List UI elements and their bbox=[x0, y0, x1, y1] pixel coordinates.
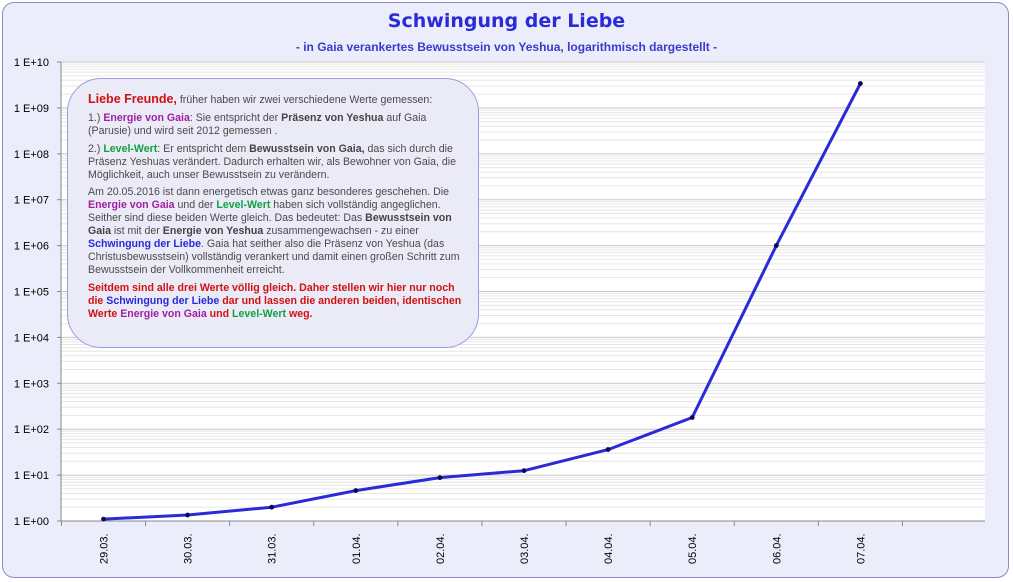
p4-energie: Energie von Gaia bbox=[120, 307, 207, 320]
p2-a: : Er entspricht dem bbox=[157, 142, 250, 155]
y-tick-label: 1 E+00 bbox=[14, 516, 49, 528]
y-tick-label: 1 E+10 bbox=[14, 57, 49, 69]
greeting-line: Liebe Freunde, früher haben wir zwei ver… bbox=[88, 93, 464, 107]
y-tick-label: 1 E+09 bbox=[14, 103, 49, 115]
y-tick-label: 1 E+07 bbox=[14, 195, 49, 207]
series-group bbox=[101, 81, 863, 522]
y-tick-label: 1 E+01 bbox=[14, 470, 49, 482]
p2-term: Level-Wert bbox=[103, 142, 158, 155]
series-line bbox=[103, 82, 862, 521]
y-tick-label: 1 E+04 bbox=[14, 332, 49, 344]
data-point bbox=[773, 243, 779, 249]
x-axis-ticks: 29.03. 30.03. 31.03. 01.04. 02.04. 03.04. 04.0… bbox=[60, 521, 903, 564]
paragraph-2: 2.) Level-Wert: Er entspricht dem Bewuss… bbox=[88, 143, 464, 182]
x-tick-label: 04.04. bbox=[603, 533, 615, 564]
info-textbox: Liebe Freunde, früher haben wir zwei ver… bbox=[67, 78, 479, 348]
p4-d: weg. bbox=[286, 307, 313, 320]
p4-a: Seitdem sind alle drei Werte völlig glei… bbox=[88, 281, 455, 307]
x-tick-label: 07.04. bbox=[855, 533, 867, 564]
y-tick-label: 1 E+08 bbox=[14, 149, 49, 161]
paragraph-3: Am 20.05.2016 ist dann energetisch etwas… bbox=[88, 186, 464, 276]
p3-level: Level-Wert bbox=[216, 199, 271, 212]
y-tick-label: 1 E+02 bbox=[14, 424, 49, 436]
x-tick-label: 30.03. bbox=[183, 533, 195, 564]
p1-bold: Präsenz von Yeshua bbox=[281, 111, 384, 124]
p4-level: Level-Wert bbox=[232, 307, 287, 320]
data-point bbox=[437, 475, 443, 481]
p3-bew: Bewusstsein von Gaia bbox=[88, 212, 452, 238]
y-axis-ticks: 1 E+00 1 E+01 1 E+02 1 E+03 1 E+04 1 E+05 1 E+… bbox=[14, 57, 61, 528]
p3-schw: Schwingung der Liebe bbox=[88, 238, 202, 251]
p2-bold: Bewusstsein von Gaia, bbox=[249, 142, 365, 155]
p3-a: Am 20.05.2016 ist dann energetisch etwas… bbox=[88, 186, 450, 199]
data-point bbox=[353, 488, 359, 493]
greeting-red: Liebe Freunde, bbox=[88, 92, 177, 106]
y-tick-label: 1 E+06 bbox=[14, 241, 49, 253]
p4-b: dar und lassen die anderen beiden, ident… bbox=[88, 294, 462, 320]
p2-b: das sich durch die Präsenz Yeshuas verän… bbox=[88, 142, 457, 181]
data-point bbox=[269, 504, 275, 510]
data-point bbox=[858, 81, 863, 86]
x-tick-label: 01.04. bbox=[351, 533, 363, 564]
data-point bbox=[185, 512, 191, 518]
x-tick-label: 05.04. bbox=[687, 533, 699, 564]
y-tick-label: 1 E+03 bbox=[14, 378, 49, 390]
x-tick-label: 31.03. bbox=[267, 533, 279, 564]
p1-term: Energie von Gaia bbox=[103, 111, 190, 124]
p4-c: und bbox=[206, 307, 233, 320]
p3-d: ist mit der bbox=[110, 225, 163, 238]
p3-f: . Gaia hat seither also die Präsenz von … bbox=[88, 238, 460, 276]
p4-schw: Schwingung der Liebe bbox=[106, 294, 220, 307]
x-tick-label: 03.04. bbox=[519, 533, 531, 564]
p1-num: 1.) bbox=[88, 111, 104, 124]
p2-num: 2.) bbox=[88, 142, 104, 155]
p1-b: auf Gaia (Parusie) und wird seit 2012 ge… bbox=[88, 111, 427, 137]
data-point bbox=[521, 468, 527, 474]
p3-energie: Energie von Gaia bbox=[88, 199, 175, 212]
x-tick-label: 02.04. bbox=[435, 533, 447, 564]
data-point bbox=[101, 516, 106, 522]
y-tick-label: 1 E+05 bbox=[14, 287, 49, 299]
p1-a: : Sie entspricht der bbox=[189, 111, 282, 124]
x-tick-label: 06.04. bbox=[771, 533, 783, 564]
p3-e: zusammengewachsen - zu einer bbox=[263, 225, 419, 238]
x-tick-label: 29.03. bbox=[99, 533, 111, 564]
data-point bbox=[689, 415, 695, 420]
paragraph-4: Seitdem sind alle drei Werte völlig glei… bbox=[88, 282, 464, 321]
chart-subtitle: - in Gaia verankertes Bewusstsein von Ye… bbox=[295, 40, 718, 54]
p3-eny: Energie von Yeshua bbox=[162, 225, 264, 238]
p3-c: haben sich vollständig angeglichen. Seit… bbox=[88, 199, 441, 225]
chart-title: Schwingung der Liebe bbox=[387, 10, 626, 32]
greeting-rest: früher haben wir zwei verschiedene Werte… bbox=[176, 94, 433, 106]
paragraph-1: 1.) Energie von Gaia: Sie entspricht der… bbox=[88, 112, 464, 138]
data-point bbox=[605, 447, 611, 452]
p3-b: und der bbox=[174, 199, 217, 212]
